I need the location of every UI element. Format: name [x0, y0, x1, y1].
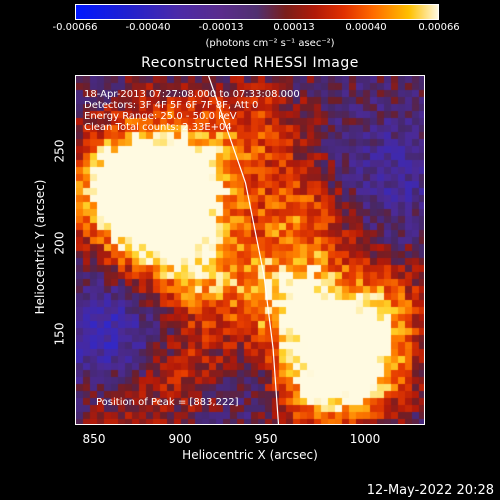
annotation-energy: Energy Range: 25.0 - 50.0 keV — [84, 111, 237, 122]
annotation-time: 18-Apr-2013 07:27:08.000 to 07:33:08.000 — [84, 89, 300, 100]
solar-limb-line — [208, 76, 280, 424]
x-tick-label: 850 — [82, 432, 106, 446]
y-tick-label: 150 — [52, 322, 67, 346]
colorbar-tick-label: -0.00040 — [125, 22, 171, 33]
y-axis-label: Heliocentric Y (arcsec) — [33, 179, 47, 315]
colorbar-tick-label: -0.00013 — [198, 22, 244, 33]
colorbar-tick-label: -0.00066 — [52, 22, 98, 33]
colorbar — [75, 4, 439, 20]
x-axis-label: Heliocentric X (arcsec) — [182, 448, 318, 462]
x-tick-label: 950 — [254, 432, 278, 446]
x-tick-label: 1000 — [349, 432, 381, 446]
annotation-clean: Clean Total counts: 2.33E+04 — [84, 122, 232, 133]
heatmap-image — [76, 76, 424, 424]
limb-curve — [208, 76, 280, 424]
colorbar-tick-label: 0.00066 — [418, 22, 460, 33]
colorbar-unit: (photons cm⁻² s⁻¹ asec⁻²) — [205, 38, 335, 49]
annotation-peak: Position of Peak = [883,222] — [96, 397, 239, 408]
chart-title: Reconstructed RHESSI Image — [141, 55, 359, 71]
footer-date: 12-May-2022 20:28 — [366, 483, 494, 498]
annotation-detectors: Detectors: 3F 4F 5F 6F 7F 8F, Att 0 — [84, 100, 259, 111]
y-tick-label: 250 — [52, 139, 67, 163]
colorbar-tick-label: 0.00013 — [273, 22, 315, 33]
plot-area: 18-Apr-2013 07:27:08.000 to 07:33:08.000… — [75, 75, 425, 425]
colorbar-tick-label: 0.00040 — [345, 22, 387, 33]
x-tick-label: 900 — [168, 432, 192, 446]
y-tick-label: 200 — [52, 231, 67, 255]
